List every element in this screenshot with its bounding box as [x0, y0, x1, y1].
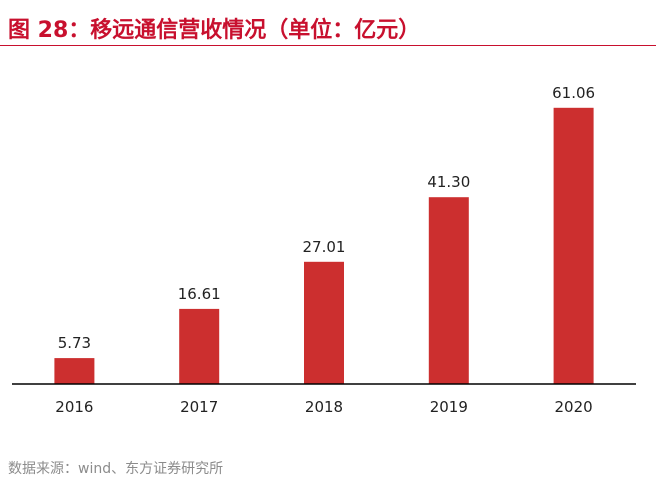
bar-2018 — [304, 261, 344, 384]
value-label-2017: 16.61 — [178, 285, 221, 303]
bar-2019 — [428, 197, 469, 384]
source-note: 数据来源：wind、东方证券研究所 — [8, 461, 224, 477]
value-label-2019: 41.30 — [427, 173, 470, 191]
chart-title: 图 28：移远通信营收情况（单位：亿元） — [8, 18, 421, 43]
value-label-2016: 5.73 — [58, 334, 91, 352]
x-tick-label-2019: 2019 — [430, 398, 468, 416]
bar-2020 — [553, 107, 594, 385]
value-label-2018: 27.01 — [303, 238, 346, 256]
title-divider — [0, 45, 656, 46]
value-label-2020: 61.06 — [552, 84, 595, 102]
bar-chart: 5.73 2016 16.61 2017 27.01 2018 41.30 2019 61.06… — [12, 84, 636, 416]
bar-2017 — [179, 308, 220, 384]
x-tick-label-2017: 2017 — [180, 398, 218, 416]
x-tick-label-2018: 2018 — [305, 398, 343, 416]
bar-2016 — [54, 358, 95, 384]
x-tick-label-2020: 2020 — [555, 398, 593, 416]
title-bar: 图 28：移远通信营收情况（单位：亿元） — [0, 0, 656, 46]
x-tick-label-2016: 2016 — [55, 398, 93, 416]
